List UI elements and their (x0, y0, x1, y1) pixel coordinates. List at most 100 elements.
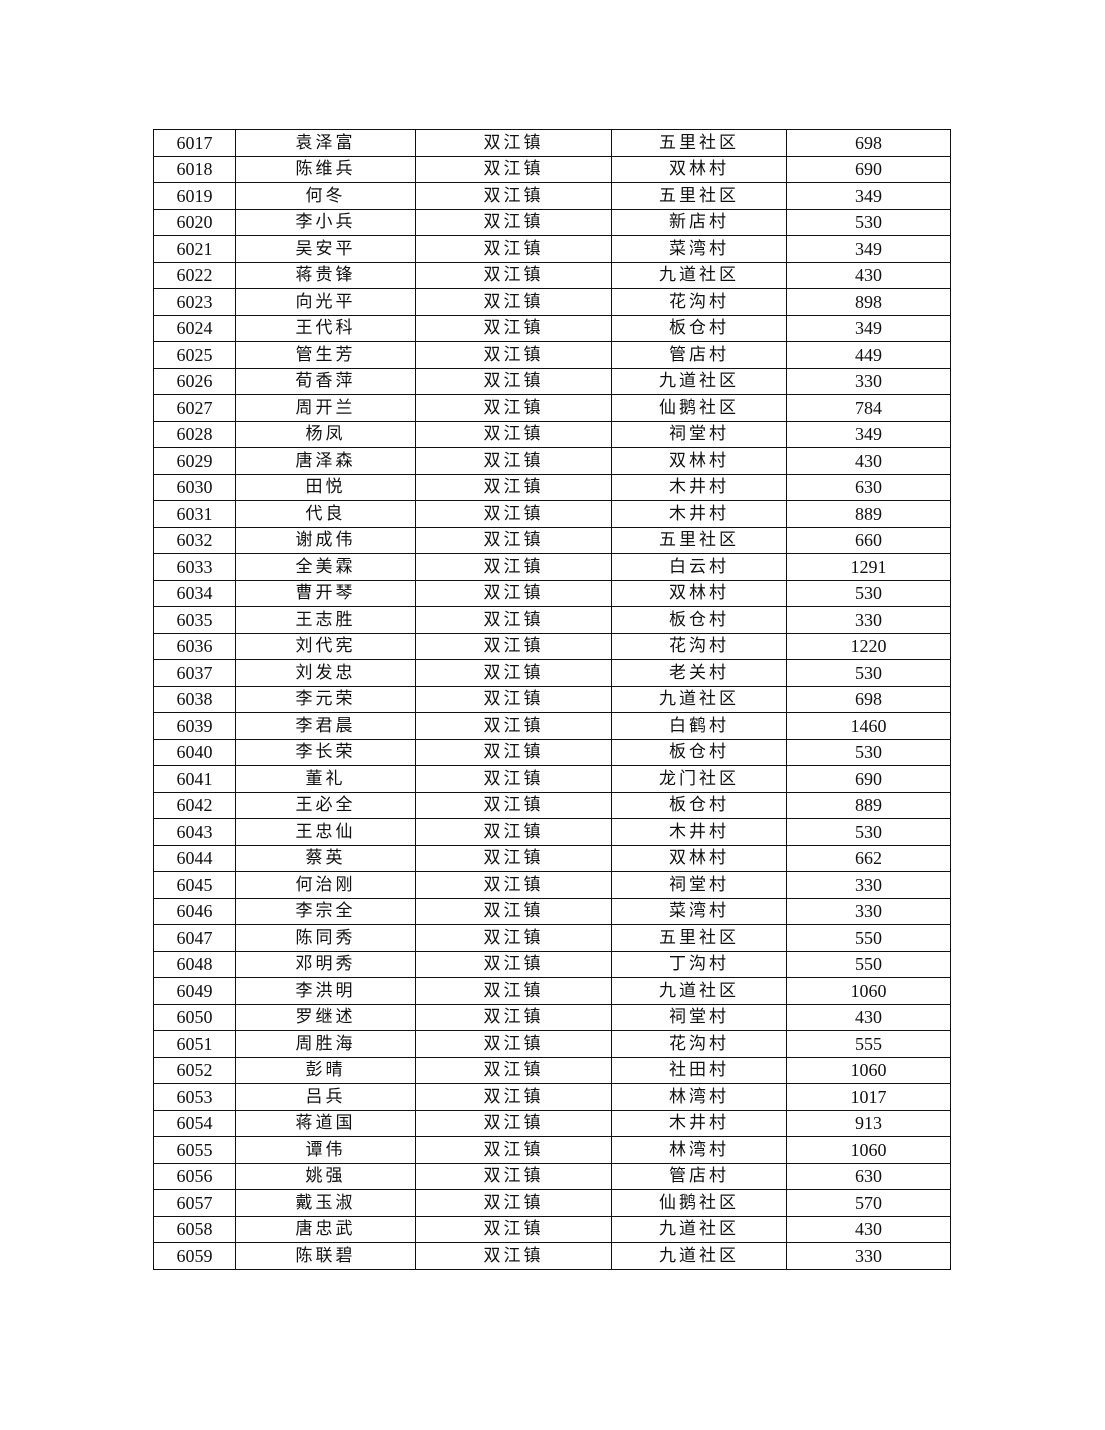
table-row: 6029 唐泽森 双江镇 双林村 430 (153, 447, 951, 475)
village-cell: 双林村 (611, 844, 787, 872)
person-name-cell: 王代科 (235, 314, 416, 342)
table-body: 6017 袁泽富 双江镇 五里社区 698 6018 陈维兵 双江镇 双林村 690 6019 何冬双… (153, 129, 951, 1270)
village-cell: 五里社区 (611, 182, 787, 210)
table-row: 6045 何治刚 双江镇 祠堂村 330 (153, 871, 951, 899)
row-number-cell: 6040 (153, 738, 236, 766)
town-cell: 双江镇 (415, 659, 612, 687)
row-number-cell: 6044 (153, 844, 236, 872)
town-cell: 双江镇 (415, 632, 612, 660)
row-number-cell: 6018 (153, 155, 236, 183)
row-number-cell: 6020 (153, 208, 236, 236)
row-number-cell: 6031 (153, 500, 236, 528)
row-number-cell: 6051 (153, 1030, 236, 1058)
town-cell: 双江镇 (415, 367, 612, 395)
village-cell: 板仓村 (611, 791, 787, 819)
town-cell: 双江镇 (415, 1162, 612, 1190)
town-cell: 双江镇 (415, 977, 612, 1005)
person-name-cell: 代良 (235, 500, 416, 528)
row-number-cell: 6057 (153, 1189, 236, 1217)
village-cell: 九道社区 (611, 1242, 787, 1270)
town-cell: 双江镇 (415, 844, 612, 872)
row-number-cell: 6047 (153, 924, 236, 952)
village-cell: 菜湾村 (611, 235, 787, 263)
person-name-cell: 李小兵 (235, 208, 416, 236)
town-cell: 双江镇 (415, 235, 612, 263)
town-cell: 双江镇 (415, 1109, 612, 1137)
town-cell: 双江镇 (415, 1189, 612, 1217)
table-row: 6022 蒋贵锋 双江镇 九道社区 430 (153, 261, 951, 289)
amount-cell: 330 (786, 897, 951, 925)
village-cell: 菜湾村 (611, 897, 787, 925)
amount-cell: 660 (786, 526, 951, 554)
person-name-cell: 邓明秀 (235, 950, 416, 978)
amount-cell: 889 (786, 791, 951, 819)
table-row: 6049 李洪明 双江镇 九道社区 1060 (153, 977, 951, 1005)
person-name-cell: 周胜海 (235, 1030, 416, 1058)
village-cell: 九道社区 (611, 1215, 787, 1243)
person-name-cell: 田悦 (235, 473, 416, 501)
amount-cell: 530 (786, 659, 951, 687)
row-number-cell: 6022 (153, 261, 236, 289)
table-row: 6042 王必全 双江镇 板仓村 889 (153, 791, 951, 819)
amount-cell: 430 (786, 1003, 951, 1031)
amount-cell: 550 (786, 950, 951, 978)
table-row: 6055 谭伟 双江镇 林湾村 1060 (153, 1136, 951, 1164)
person-name-cell: 李长荣 (235, 738, 416, 766)
person-name-cell: 何冬 (235, 182, 416, 210)
person-name-cell: 陈联碧 (235, 1242, 416, 1270)
amount-cell: 1060 (786, 1056, 951, 1084)
town-cell: 双江镇 (415, 500, 612, 528)
amount-cell: 698 (786, 129, 951, 157)
person-name-cell: 管生芳 (235, 341, 416, 369)
table-row: 6051 周胜海 双江镇 花沟村 555 (153, 1030, 951, 1058)
amount-cell: 1060 (786, 977, 951, 1005)
person-name-cell: 袁泽富 (235, 129, 416, 157)
table-row: 6053 吕兵 双江镇 林湾村 1017 (153, 1083, 951, 1111)
town-cell: 双江镇 (415, 1136, 612, 1164)
person-name-cell: 李洪明 (235, 977, 416, 1005)
village-cell: 板仓村 (611, 606, 787, 634)
table-row: 6028 杨凤 双江镇 祠堂村 349 (153, 420, 951, 448)
village-cell: 丁沟村 (611, 950, 787, 978)
row-number-cell: 6045 (153, 871, 236, 899)
table-row: 6058 唐忠武 双江镇 九道社区 430 (153, 1215, 951, 1243)
person-name-cell: 戴玉淑 (235, 1189, 416, 1217)
table-row: 6019 何冬 双江镇 五里社区 349 (153, 182, 951, 210)
table-row: 6047 陈同秀 双江镇 五里社区 550 (153, 924, 951, 952)
table-row: 6032 谢成伟 双江镇 五里社区 660 (153, 526, 951, 554)
amount-cell: 1291 (786, 553, 951, 581)
amount-cell: 330 (786, 871, 951, 899)
town-cell: 双江镇 (415, 208, 612, 236)
table-row: 6024 王代科 双江镇 板仓村 349 (153, 314, 951, 342)
village-cell: 白鹤村 (611, 712, 787, 740)
village-cell: 双林村 (611, 155, 787, 183)
table-row: 6030 田悦 双江镇 木井村 630 (153, 473, 951, 501)
village-cell: 九道社区 (611, 367, 787, 395)
row-number-cell: 6056 (153, 1162, 236, 1190)
row-number-cell: 6052 (153, 1056, 236, 1084)
town-cell: 双江镇 (415, 606, 612, 634)
town-cell: 双江镇 (415, 1083, 612, 1111)
row-number-cell: 6030 (153, 473, 236, 501)
table-row: 6033 全美霖 双江镇 白云村 1291 (153, 553, 951, 581)
amount-cell: 698 (786, 685, 951, 713)
town-cell: 双江镇 (415, 473, 612, 501)
village-cell: 五里社区 (611, 526, 787, 554)
person-name-cell: 蒋道国 (235, 1109, 416, 1137)
row-number-cell: 6046 (153, 897, 236, 925)
amount-cell: 1060 (786, 1136, 951, 1164)
village-cell: 林湾村 (611, 1083, 787, 1111)
person-name-cell: 吴安平 (235, 235, 416, 263)
village-cell: 木井村 (611, 1109, 787, 1137)
row-number-cell: 6025 (153, 341, 236, 369)
person-name-cell: 荀香萍 (235, 367, 416, 395)
person-name-cell: 彭晴 (235, 1056, 416, 1084)
person-name-cell: 刘代宪 (235, 632, 416, 660)
table-row: 6057 戴玉淑 双江镇 仙鹅社区 570 (153, 1189, 951, 1217)
amount-cell: 889 (786, 500, 951, 528)
village-cell: 木井村 (611, 818, 787, 846)
table-row: 6046 李宗全 双江镇 菜湾村 330 (153, 897, 951, 925)
village-cell: 九道社区 (611, 261, 787, 289)
amount-cell: 530 (786, 738, 951, 766)
amount-cell: 449 (786, 341, 951, 369)
